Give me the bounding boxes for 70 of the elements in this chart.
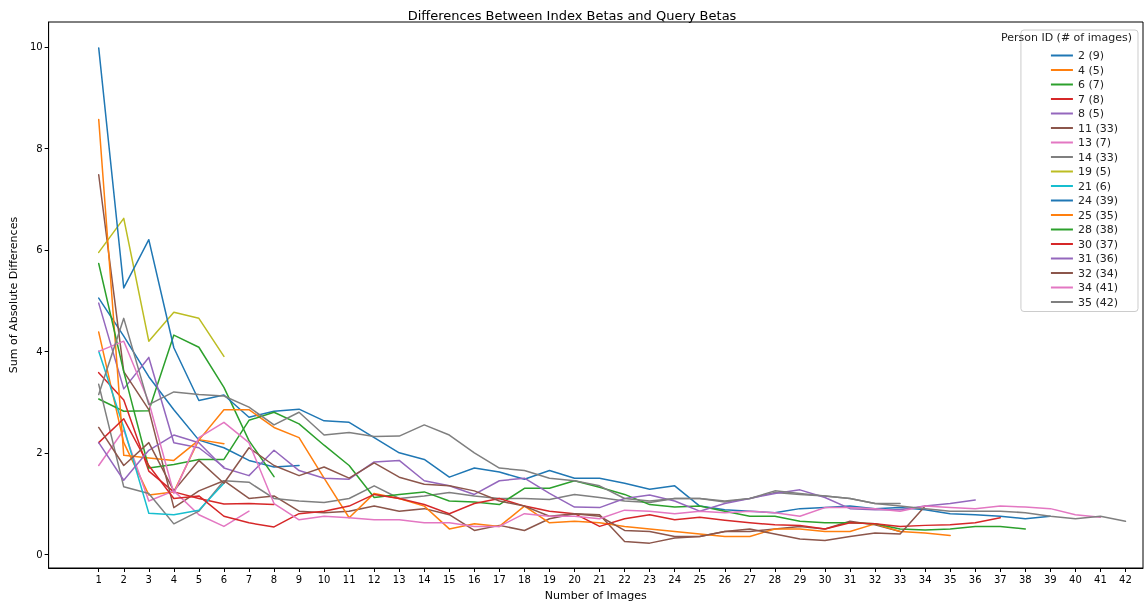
legend-label: 7 (8) — [1077, 92, 1104, 106]
x-tick-label: 16 — [467, 573, 481, 585]
x-tick-label: 30 — [818, 573, 832, 585]
legend-label: 32 (34) — [1077, 266, 1118, 280]
x-tick-label: 13 — [392, 573, 406, 585]
x-tick-label: 19 — [543, 573, 556, 585]
x-tick-label: 37 — [993, 573, 1007, 585]
x-tick-label: 11 — [342, 573, 356, 585]
x-tick-label: 40 — [1069, 573, 1082, 585]
x-tick-label: 32 — [868, 573, 882, 585]
legend-label: 6 (7) — [1077, 78, 1104, 91]
x-tick-label: 8 — [270, 573, 278, 585]
x-tick-label: 1 — [95, 573, 102, 585]
legend-label: 19 (5) — [1077, 165, 1111, 178]
x-tick-label: 41 — [1094, 573, 1107, 585]
chart-title: Differences Between Index Betas and Query Betas — [407, 8, 737, 23]
y-tick-label: 2 — [36, 447, 43, 459]
x-tick-label: 38 — [1018, 573, 1032, 585]
y-axis-title: Sum of Absolute Differences — [7, 216, 20, 374]
x-tick-label: 3 — [145, 573, 152, 585]
x-tick-label: 2 — [120, 573, 127, 585]
legend-label: 21 (6) — [1077, 179, 1111, 193]
legend-label: 31 (36) — [1077, 252, 1118, 265]
legend-label: 30 (37) — [1077, 237, 1118, 251]
x-tick-label: 23 — [643, 573, 657, 585]
x-tick-label: 9 — [295, 573, 303, 585]
x-tick-label: 15 — [442, 573, 456, 585]
x-tick-label: 12 — [367, 573, 381, 585]
x-tick-label: 31 — [843, 573, 857, 585]
x-tick-label: 7 — [245, 573, 253, 585]
legend-label: 35 (42) — [1077, 295, 1118, 309]
x-tick-label: 25 — [693, 573, 707, 585]
y-tick-label: 8 — [36, 142, 43, 154]
y-tick-label: 6 — [36, 244, 43, 256]
legend-label: 4 (5) — [1077, 63, 1104, 77]
y-tick-label: 4 — [36, 345, 43, 357]
x-tick-label: 28 — [768, 573, 782, 585]
legend-label: 13 (7) — [1077, 136, 1111, 149]
legend-label: 14 (33) — [1077, 150, 1118, 164]
legend-label: 24 (39) — [1077, 194, 1118, 207]
x-tick-label: 6 — [220, 573, 228, 585]
y-tick-label: 0 — [36, 548, 43, 560]
legend-title: Person ID (# of images) — [1000, 31, 1132, 44]
x-tick-label: 27 — [743, 573, 757, 585]
x-axis-title: Number of Images — [544, 589, 648, 602]
x-tick-label: 14 — [417, 573, 431, 585]
legend-label: 11 (33) — [1077, 121, 1118, 135]
x-tick-label: 36 — [968, 573, 982, 585]
legend-label: 8 (5) — [1077, 107, 1104, 120]
y-tick-label: 10 — [29, 41, 43, 53]
x-tick-label: 24 — [668, 573, 682, 585]
legend-label: 28 (38) — [1077, 223, 1118, 236]
x-tick-label: 5 — [195, 573, 203, 585]
x-tick-label: 26 — [718, 573, 732, 585]
x-tick-label: 29 — [793, 573, 807, 585]
x-tick-label: 10 — [317, 573, 331, 585]
x-tick-label: 17 — [493, 573, 506, 585]
x-tick-label: 42 — [1119, 573, 1132, 585]
x-tick-label: 20 — [568, 573, 581, 585]
x-tick-label: 18 — [518, 573, 531, 585]
x-tick-label: 39 — [1043, 573, 1057, 585]
x-tick-label: 21 — [593, 573, 606, 585]
legend-label: 34 (41) — [1077, 281, 1118, 294]
x-tick-label: 33 — [893, 573, 907, 585]
x-tick-label: 22 — [618, 573, 631, 585]
x-tick-label: 34 — [918, 573, 932, 585]
x-tick-label: 35 — [943, 573, 957, 585]
x-tick-label: 4 — [170, 573, 178, 585]
legend-label: 25 (35) — [1077, 208, 1118, 222]
legend-label: 2 (9) — [1077, 49, 1104, 62]
